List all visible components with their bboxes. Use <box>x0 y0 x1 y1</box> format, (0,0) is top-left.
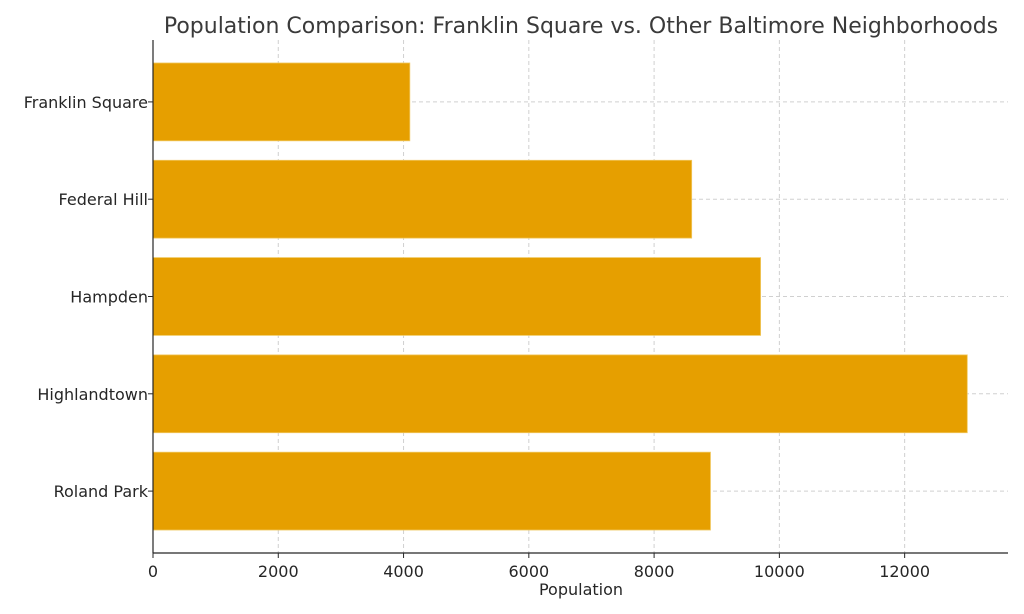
y-tick-label: Roland Park <box>54 482 149 501</box>
bar-federal-hill <box>152 159 693 239</box>
bars <box>152 62 968 531</box>
x-tick-label: 6000 <box>508 562 549 581</box>
y-tick-label: Federal Hill <box>59 190 148 209</box>
y-axis-ticks: Franklin Square Federal Hill Hampden Highla… <box>24 93 153 501</box>
x-axis-ticks: 0 2000 4000 6000 8000 10000 12000 <box>148 553 930 581</box>
y-tick-label: Franklin Square <box>24 93 148 112</box>
bar-highlandtown <box>152 354 968 434</box>
x-tick-label: 10000 <box>754 562 805 581</box>
bar-hampden <box>152 257 761 336</box>
x-tick-label: 12000 <box>879 562 930 581</box>
y-tick-label: Hampden <box>70 288 148 307</box>
x-axis-label: Population <box>539 580 623 599</box>
x-tick-label: 8000 <box>634 562 675 581</box>
bar-roland-park <box>152 451 711 531</box>
x-tick-label: 4000 <box>383 562 424 581</box>
bar-franklin-square <box>152 62 411 142</box>
x-tick-label: 2000 <box>258 562 299 581</box>
chart-title: Population Comparison: Franklin Square v… <box>164 14 998 39</box>
x-tick-label: 0 <box>148 562 158 581</box>
y-tick-label: Highlandtown <box>37 385 148 404</box>
